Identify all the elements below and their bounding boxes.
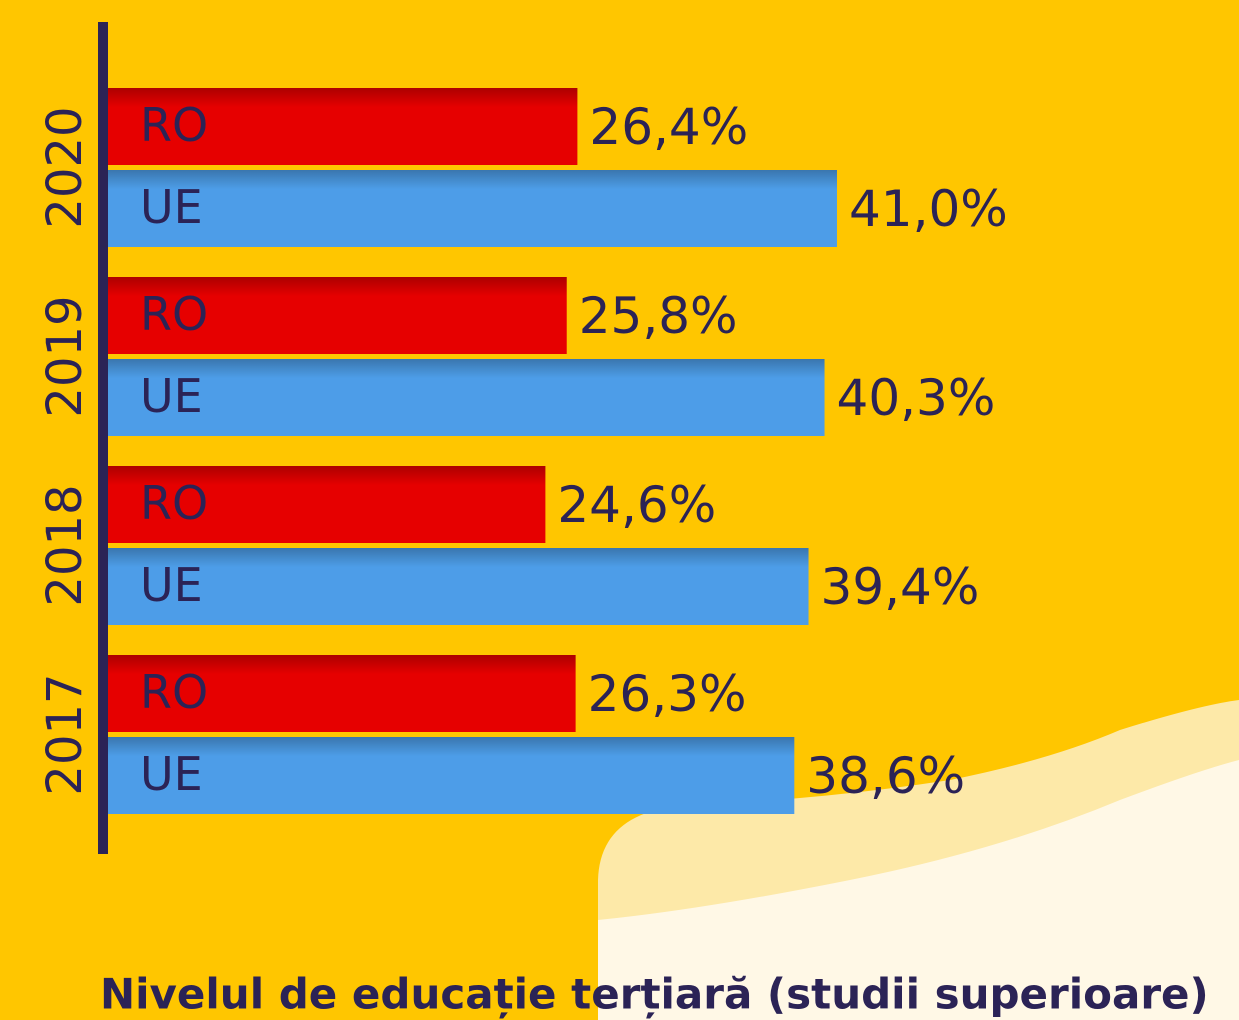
value-label: 24,6% [557, 476, 716, 534]
value-label: 40,3% [837, 369, 996, 427]
wave [598, 760, 1239, 1020]
category-label: 2020 [37, 106, 93, 228]
series-label: RO [140, 665, 208, 719]
series-label: UE [140, 369, 203, 423]
bar-shade [108, 277, 567, 354]
series-label: RO [140, 287, 208, 341]
value-label: 26,3% [588, 665, 747, 723]
category-label: 2019 [37, 295, 93, 417]
category-label: 2017 [37, 673, 93, 795]
bar-shade [108, 170, 837, 247]
bar-shade [108, 655, 576, 732]
series-label: UE [140, 180, 203, 234]
category-label: 2018 [37, 484, 93, 606]
series-label: RO [140, 476, 208, 530]
value-label: 25,8% [579, 287, 738, 345]
bar-shade [108, 466, 546, 543]
value-label: 39,4% [821, 558, 980, 616]
value-label: 38,6% [806, 747, 965, 805]
value-label: 41,0% [849, 180, 1008, 238]
chart-title: Nivelul de educație terțiară (studii sup… [100, 970, 1209, 1020]
series-label: UE [140, 558, 203, 612]
axis-line [98, 22, 108, 854]
series-label: UE [140, 747, 203, 801]
bar-shade [108, 737, 795, 814]
series-label: RO [140, 98, 208, 152]
value-label: 26,4% [589, 98, 748, 156]
bar-shade [108, 548, 809, 625]
bar-shade [108, 88, 578, 165]
bar-shade [108, 359, 825, 436]
